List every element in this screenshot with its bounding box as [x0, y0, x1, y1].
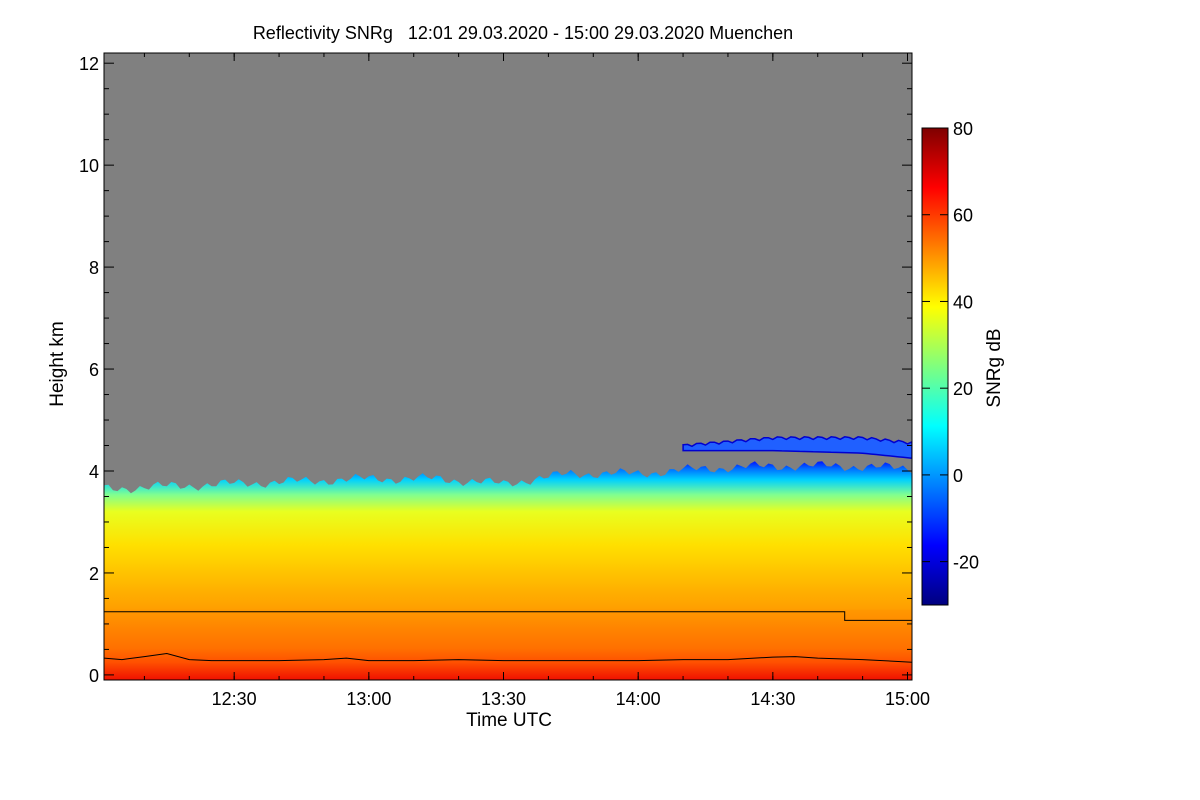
plot-frame: [103, 52, 913, 681]
y-axis: 0 2 4 6 8 10 12: [79, 54, 912, 686]
x-tick-label: 13:30: [481, 689, 526, 709]
y-tick-label: 0: [89, 666, 99, 686]
x-axis: 12:30 13:00 13:30 14:00 14:30 15:00: [143, 53, 930, 709]
x-tick-label: 15:00: [885, 689, 930, 709]
y-axis-label: Height km: [47, 321, 68, 407]
colorbar-tick-label: 40: [953, 292, 973, 312]
y-tick-label: 12: [79, 54, 99, 74]
colorbar-label: SNRg dB: [984, 328, 1005, 407]
colorbar-tick-label: 0: [953, 466, 963, 486]
colorbar-tick-label: -20: [953, 553, 979, 573]
colorbar-scale: [921, 127, 949, 606]
y-tick-label: 6: [89, 360, 99, 380]
x-tick-label: 13:00: [346, 689, 391, 709]
chart-title: Reflectivity SNRg 12:01 29.03.2020 - 15:…: [253, 23, 793, 43]
lowest-range-line: [104, 652, 912, 663]
melting-layer-line: [104, 611, 912, 621]
x-axis-label: Time UTC: [466, 710, 552, 731]
x-tick-label: 14:30: [750, 689, 795, 709]
y-tick-label: 4: [89, 462, 99, 482]
y-tick-label: 10: [79, 156, 99, 176]
snow-layer: [104, 461, 912, 614]
colorbar-tick-label: 60: [953, 206, 973, 226]
rain-layer: [104, 609, 912, 680]
x-tick-label: 12:30: [212, 689, 257, 709]
y-tick-label: 2: [89, 564, 99, 584]
colorbar: -20 0 20 40 60 80: [921, 119, 979, 606]
x-tick-label: 14:00: [616, 689, 661, 709]
upper-cloud-layer: [682, 436, 912, 460]
colorbar-tick-label: 80: [953, 119, 973, 139]
colorbar-tick-label: 20: [953, 379, 973, 399]
y-tick-label: 8: [89, 258, 99, 278]
plot-area: [104, 53, 912, 680]
